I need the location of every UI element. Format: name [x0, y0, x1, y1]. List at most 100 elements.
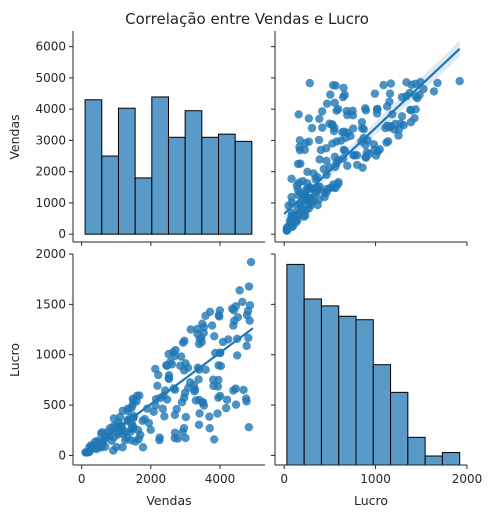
x-tick-label: 1000 — [360, 472, 391, 486]
scatter-point — [195, 334, 204, 344]
x-tick-label: 2000 — [136, 472, 167, 486]
scatter-point — [336, 136, 346, 145]
scatter-point — [215, 391, 225, 401]
vendas-vs-lucro-x-ticks — [283, 242, 468, 246]
scatter-point — [213, 382, 223, 391]
vendas-vs-lucro-y-ticks — [271, 46, 275, 235]
histogram-bar — [303, 298, 322, 466]
scatter-point — [411, 105, 420, 114]
scatter-point — [369, 140, 379, 149]
scatter-point — [213, 409, 222, 418]
scatter-point — [160, 412, 169, 421]
scatter-point — [357, 117, 367, 127]
scatter-point — [109, 433, 119, 442]
scatter-point — [382, 138, 391, 147]
scatter-point — [229, 386, 238, 395]
scatter-point — [210, 435, 219, 444]
scatter-point — [410, 113, 419, 123]
lucro-x-ticks: 0 1000 2000 — [280, 465, 482, 486]
scatter-point — [455, 76, 464, 86]
scatter-point — [195, 409, 204, 418]
histogram-bar — [134, 177, 153, 235]
lucro-y-ticks: 0 500 1000 1500 2000 — [35, 247, 73, 462]
y-tick-label: 1000 — [35, 348, 66, 362]
scatter-point — [330, 98, 339, 107]
scatter-point — [235, 286, 244, 295]
scatter-point — [342, 106, 351, 116]
scatter-point — [338, 128, 347, 137]
scatter-point — [201, 365, 210, 374]
vendas-histogram-bars — [84, 96, 253, 235]
scatter-point — [227, 304, 237, 313]
scatter-point — [318, 123, 327, 132]
scatter-point — [333, 104, 343, 114]
panel-vendas-histogram: 0 1000 2000 3000 4000 5000 6000 Vendas — [7, 31, 265, 246]
scatter-point — [215, 306, 225, 315]
scatter-point — [186, 378, 195, 387]
scatter-point — [413, 93, 422, 103]
scatter-point — [127, 436, 136, 445]
scatter-point — [295, 142, 304, 152]
panel-vendas-vs-lucro — [271, 31, 468, 246]
vendas-y-ticks: 0 1000 2000 3000 4000 5000 6000 — [35, 40, 73, 241]
scatter-point — [373, 104, 382, 114]
scatter-point — [178, 338, 188, 347]
scatter-point — [173, 434, 183, 443]
scatter-point — [128, 394, 137, 403]
histogram-bar — [407, 436, 426, 466]
scatter-point — [194, 375, 203, 384]
scatter-point — [138, 443, 148, 452]
scatter-point — [232, 351, 242, 360]
y-tick-label: 500 — [43, 398, 66, 412]
scatter-point — [301, 206, 310, 215]
y-tick-label: 1000 — [35, 196, 66, 210]
y-tick-label: 4000 — [35, 102, 66, 116]
scatter-point — [419, 84, 428, 94]
scatter-point — [287, 192, 296, 202]
x-tick-label: 0 — [280, 472, 288, 486]
scatter-point — [190, 387, 199, 396]
regression-line — [283, 48, 461, 215]
scatter-point — [214, 361, 223, 370]
y-tick-label: 3000 — [35, 133, 66, 147]
scatter-point — [205, 307, 215, 316]
scatter-point — [304, 114, 314, 123]
vendas-x-ticks-bottom: 0 2000 4000 — [78, 465, 235, 486]
scatter-point — [339, 83, 348, 93]
scatter-point — [194, 420, 204, 429]
scatter-point — [293, 159, 303, 169]
histogram-bar — [117, 107, 136, 235]
scatter-point — [246, 257, 256, 267]
scatter-point — [322, 156, 331, 166]
scatter-point — [375, 145, 384, 154]
vendas-vs-lucro-regression — [283, 40, 461, 219]
scatter-point — [109, 421, 119, 431]
scatter-point — [326, 90, 335, 99]
scatter-point — [348, 111, 358, 120]
scatter-point — [379, 80, 388, 90]
scatter-point — [317, 107, 327, 116]
scatter-point — [199, 401, 209, 410]
scatter-point — [245, 301, 255, 310]
y-axis-label-lucro: Lucro — [7, 343, 22, 377]
scatter-point — [126, 427, 135, 436]
scatter-point — [397, 92, 407, 102]
scatter-point — [205, 424, 214, 433]
panel-lucro-histogram: 0 1000 2000 Lucro — [271, 253, 482, 508]
scatter-point — [241, 394, 251, 403]
scatter-point — [382, 102, 392, 111]
scatter-point — [307, 123, 317, 133]
histogram-bar — [372, 364, 392, 466]
histogram-bar — [101, 155, 119, 235]
x-axis-label-lucro: Lucro — [354, 493, 388, 508]
y-tick-label: 5000 — [35, 71, 66, 85]
histogram-bar — [390, 391, 409, 466]
scatter-point — [294, 110, 303, 119]
scatter-point — [293, 190, 303, 200]
scatter-point — [394, 131, 403, 140]
scatter-point — [316, 145, 326, 155]
histogram-bar — [424, 455, 443, 466]
scatter-point — [231, 400, 241, 409]
scatter-point — [361, 140, 370, 150]
